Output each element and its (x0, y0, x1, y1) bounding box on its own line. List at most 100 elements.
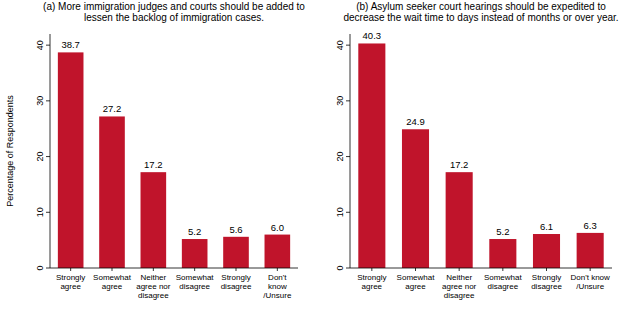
text-line: Strongly (357, 273, 386, 282)
bar (358, 43, 385, 268)
bar (58, 52, 84, 268)
x-tick-label: Stronglyagree (56, 273, 85, 291)
text-line: disagree (138, 291, 169, 300)
y-axis-line (350, 34, 351, 268)
bar (223, 237, 249, 268)
x-tick-label: Don'tknow/Unsure (263, 273, 292, 300)
y-tick-label: 10 (35, 207, 45, 217)
title: (b) Asylum seeker court hearings should … (343, 1, 618, 23)
y-tick (346, 156, 350, 157)
text-line: Don't (268, 273, 287, 282)
y-tick-label: 30 (335, 96, 345, 106)
x-tick (415, 268, 416, 271)
text-line: disagree (221, 282, 252, 291)
x-axis-line (50, 268, 298, 269)
x-tick (70, 268, 71, 271)
y-tick (346, 212, 350, 213)
y-tick-label: 30 (35, 96, 45, 106)
data-label: 6.1 (540, 221, 553, 232)
x-tick (153, 268, 154, 271)
x-tick (590, 268, 591, 271)
x-tick-label: Stronglydisagree (221, 273, 252, 291)
x-tick-label: Somewhatdisagree (176, 273, 215, 291)
chart-canvas: (a) More immigration judges and courts s… (0, 0, 624, 312)
x-tick (502, 268, 503, 271)
x-tick-label: Neitheragree nordisagree (136, 273, 171, 300)
y-tick (46, 100, 50, 101)
y-tick-label: 20 (35, 152, 45, 162)
y-tick-label: 40 (35, 40, 45, 50)
bars (58, 52, 290, 268)
y-tick (46, 45, 50, 46)
text-line: Somewhat (93, 273, 132, 282)
bar (99, 116, 125, 268)
x-axis-line (350, 268, 612, 269)
y-tick (346, 268, 350, 269)
text-line: disagree (444, 291, 475, 300)
data-label: 5.2 (496, 226, 509, 237)
panel: (a) More immigration judges and courts s… (5, 1, 305, 300)
title: (a) More immigration judges and courts s… (43, 1, 305, 23)
text-line: lessen the backlog of immigration cases. (84, 12, 264, 23)
text-line: Somewhat (176, 273, 215, 282)
text-line: Somewhat (484, 273, 523, 282)
x-tick (277, 268, 278, 271)
text-line: agree (60, 282, 81, 291)
x-tick (236, 268, 237, 271)
text-line: disagree (179, 282, 210, 291)
text-line: (a) More immigration judges and courts s… (43, 1, 305, 12)
bar (489, 239, 516, 268)
x-tick (371, 268, 372, 271)
text-line: Strongly (532, 273, 561, 282)
x-tick-label: Somewhatagree (93, 273, 132, 291)
data-label: 27.2 (103, 103, 122, 114)
y-tick (46, 156, 50, 157)
bars (358, 43, 603, 268)
y-tick-label: 0 (335, 265, 345, 270)
text-line: agree nor (136, 282, 171, 291)
x-tick-label: Don't know/Unsure (571, 273, 611, 291)
y-tick (46, 268, 50, 269)
x-tick-label: Stronglydisagree (531, 273, 562, 291)
y-tick-label: 10 (335, 207, 345, 217)
text-line: disagree (531, 282, 562, 291)
text-line: know (268, 282, 287, 291)
text-line: Strongly (56, 273, 85, 282)
data-label: 40.3 (363, 30, 382, 41)
data-label: 5.6 (229, 224, 242, 235)
y-axis-label: Percentage of Respondents (5, 95, 15, 207)
data-label: 17.2 (450, 159, 469, 170)
data-label: 6.3 (584, 220, 597, 231)
data-label: 17.2 (144, 159, 163, 170)
bar (577, 233, 604, 268)
panel: (b) Asylum seeker court hearings should … (335, 1, 619, 300)
data-label: 5.2 (188, 226, 201, 237)
y-tick (46, 212, 50, 213)
bar (141, 172, 167, 268)
text-line: (b) Asylum seeker court hearings should … (356, 1, 606, 12)
y-tick (346, 100, 350, 101)
bar (265, 235, 291, 268)
text-line: /Unsure (263, 291, 292, 300)
text-line: Don't know (571, 273, 611, 282)
y-tick-label: 0 (35, 265, 45, 270)
y-axis-line (50, 34, 51, 268)
text-line: /Unsure (576, 282, 605, 291)
x-tick (194, 268, 195, 271)
data-label: 24.9 (406, 116, 425, 127)
bar (533, 234, 560, 268)
text-line: disagree (487, 282, 518, 291)
x-tick-label: Somewhatagree (397, 273, 436, 291)
x-tick-label: Somewhatdisagree (484, 273, 523, 291)
text-line: Neither (446, 273, 472, 282)
text-line: agree (102, 282, 123, 291)
x-tick (546, 268, 547, 271)
text-line: decrease the wait time to days instead o… (343, 12, 618, 23)
y-tick-label: 20 (335, 152, 345, 162)
y-tick-label: 40 (335, 40, 345, 50)
bar (446, 172, 473, 268)
y-tick (346, 45, 350, 46)
data-label: 38.7 (61, 39, 80, 50)
x-tick-label: Neitheragree nordisagree (442, 273, 477, 300)
x-tick-label: Stronglyagree (357, 273, 386, 291)
